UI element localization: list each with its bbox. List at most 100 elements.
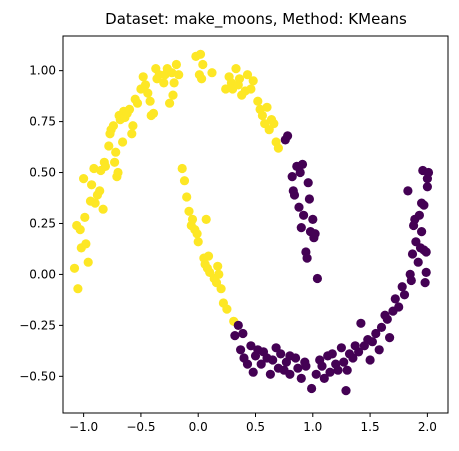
point-cluster-0-8 bbox=[83, 257, 93, 267]
point-cluster-1-64 bbox=[354, 347, 364, 357]
point-cluster-0-35 bbox=[128, 121, 138, 131]
point-cluster-1-17 bbox=[276, 349, 286, 359]
point-cluster-0-98 bbox=[253, 96, 263, 106]
point-cluster-0-77 bbox=[207, 68, 217, 78]
point-cluster-0-60 bbox=[184, 206, 194, 216]
x-tick-label: −1.0 bbox=[69, 420, 98, 434]
point-cluster-1-30 bbox=[294, 202, 304, 212]
point-cluster-1-80 bbox=[399, 290, 410, 300]
point-cluster-1-2 bbox=[236, 345, 246, 355]
point-cluster-1-56 bbox=[333, 365, 343, 375]
point-cluster-1-62 bbox=[348, 353, 358, 363]
point-cluster-1-26 bbox=[289, 190, 300, 200]
point-cluster-1-50 bbox=[317, 361, 327, 371]
point-cluster-0-24 bbox=[111, 147, 121, 157]
point-cluster-0-33 bbox=[124, 104, 135, 114]
point-cluster-1-57 bbox=[336, 343, 346, 353]
x-tick-label: 1.0 bbox=[303, 420, 322, 434]
point-cluster-1-89 bbox=[414, 210, 424, 220]
point-cluster-0-73 bbox=[201, 214, 211, 224]
point-cluster-1-21 bbox=[283, 131, 293, 141]
point-cluster-1-48 bbox=[312, 273, 322, 284]
y-tick-label: 1.00 bbox=[29, 64, 56, 78]
y-tick-label: 0.75 bbox=[29, 115, 56, 129]
point-cluster-0-62 bbox=[187, 214, 198, 224]
point-cluster-0-14 bbox=[95, 186, 105, 196]
point-cluster-1-40 bbox=[303, 178, 313, 188]
point-cluster-1-1 bbox=[233, 320, 243, 330]
point-cluster-0-53 bbox=[168, 90, 178, 100]
y-tick-label: 0.50 bbox=[29, 166, 56, 180]
point-cluster-0-19 bbox=[104, 141, 114, 151]
point-cluster-0-97 bbox=[248, 76, 258, 86]
point-cluster-1-5 bbox=[242, 359, 253, 369]
y-tick-label: 0.00 bbox=[29, 267, 56, 281]
point-cluster-0-75 bbox=[203, 251, 214, 261]
point-cluster-1-34 bbox=[297, 159, 308, 169]
point-cluster-0-92 bbox=[234, 74, 245, 84]
point-cluster-0-56 bbox=[174, 70, 184, 80]
point-cluster-0-95 bbox=[242, 70, 253, 80]
point-cluster-1-47 bbox=[311, 369, 321, 379]
point-cluster-1-13 bbox=[265, 369, 275, 379]
point-cluster-1-35 bbox=[299, 210, 309, 220]
x-axis: −1.0 −0.5 0.0 0.5 1.0 1.5 2.0 bbox=[69, 413, 437, 434]
point-cluster-0-80 bbox=[213, 261, 223, 271]
point-cluster-1-88 bbox=[413, 257, 423, 267]
point-cluster-1-60 bbox=[342, 365, 352, 375]
point-cluster-0-3 bbox=[73, 284, 83, 294]
point-cluster-1-83 bbox=[406, 275, 416, 286]
point-cluster-0-100 bbox=[257, 110, 267, 121]
chart-title: Dataset: make_moons, Method: KMeans bbox=[105, 10, 407, 29]
point-cluster-1-51 bbox=[319, 373, 329, 383]
y-tick-label: −0.25 bbox=[19, 318, 56, 332]
point-cluster-0-6 bbox=[80, 212, 90, 222]
point-cluster-0-29 bbox=[118, 137, 128, 147]
point-cluster-0-22 bbox=[108, 121, 118, 131]
point-cluster-0-84 bbox=[221, 84, 231, 94]
point-cluster-1-6 bbox=[246, 341, 256, 351]
point-cluster-0-5 bbox=[79, 174, 89, 184]
point-cluster-0-82 bbox=[216, 284, 226, 294]
point-cluster-1-68 bbox=[365, 355, 375, 365]
point-cluster-0-102 bbox=[262, 102, 272, 112]
point-cluster-1-78 bbox=[394, 302, 404, 312]
point-cluster-1-41 bbox=[304, 194, 314, 204]
point-cluster-1-31 bbox=[295, 167, 305, 178]
point-cluster-1-29 bbox=[293, 363, 303, 373]
point-cluster-1-81 bbox=[403, 186, 413, 196]
point-cluster-0-105 bbox=[269, 119, 279, 129]
x-tick-label: 1.5 bbox=[361, 420, 380, 434]
point-cluster-0-37 bbox=[132, 98, 143, 108]
point-cluster-0-81 bbox=[214, 269, 224, 279]
point-cluster-1-72 bbox=[376, 322, 387, 332]
point-cluster-1-3 bbox=[238, 328, 248, 339]
point-cluster-1-74 bbox=[382, 314, 392, 324]
point-cluster-0-0 bbox=[69, 263, 80, 273]
point-cluster-1-96 bbox=[421, 267, 431, 277]
point-cluster-0-11 bbox=[89, 163, 99, 174]
point-cluster-0-85 bbox=[222, 304, 232, 314]
point-cluster-0-26 bbox=[113, 167, 123, 178]
point-cluster-0-39 bbox=[138, 72, 148, 82]
data-points bbox=[69, 49, 434, 396]
point-cluster-0-90 bbox=[231, 64, 241, 74]
point-cluster-1-23 bbox=[285, 369, 295, 379]
point-cluster-0-55 bbox=[171, 59, 181, 70]
point-cluster-0-48 bbox=[159, 78, 169, 88]
point-cluster-1-75 bbox=[385, 333, 395, 343]
point-cluster-1-91 bbox=[417, 227, 427, 237]
point-cluster-1-77 bbox=[390, 294, 400, 304]
point-cluster-0-44 bbox=[148, 108, 159, 118]
x-tick-label: 0.5 bbox=[246, 420, 265, 434]
point-cluster-1-46 bbox=[310, 229, 320, 239]
point-cluster-0-23 bbox=[110, 157, 120, 167]
point-cluster-0-70 bbox=[198, 59, 208, 70]
point-cluster-1-14 bbox=[268, 355, 278, 365]
point-cluster-0-7 bbox=[81, 239, 91, 249]
point-cluster-0-10 bbox=[87, 180, 97, 190]
point-cluster-0-18 bbox=[100, 161, 110, 171]
point-cluster-1-69 bbox=[367, 337, 377, 347]
point-cluster-0-107 bbox=[273, 143, 283, 153]
